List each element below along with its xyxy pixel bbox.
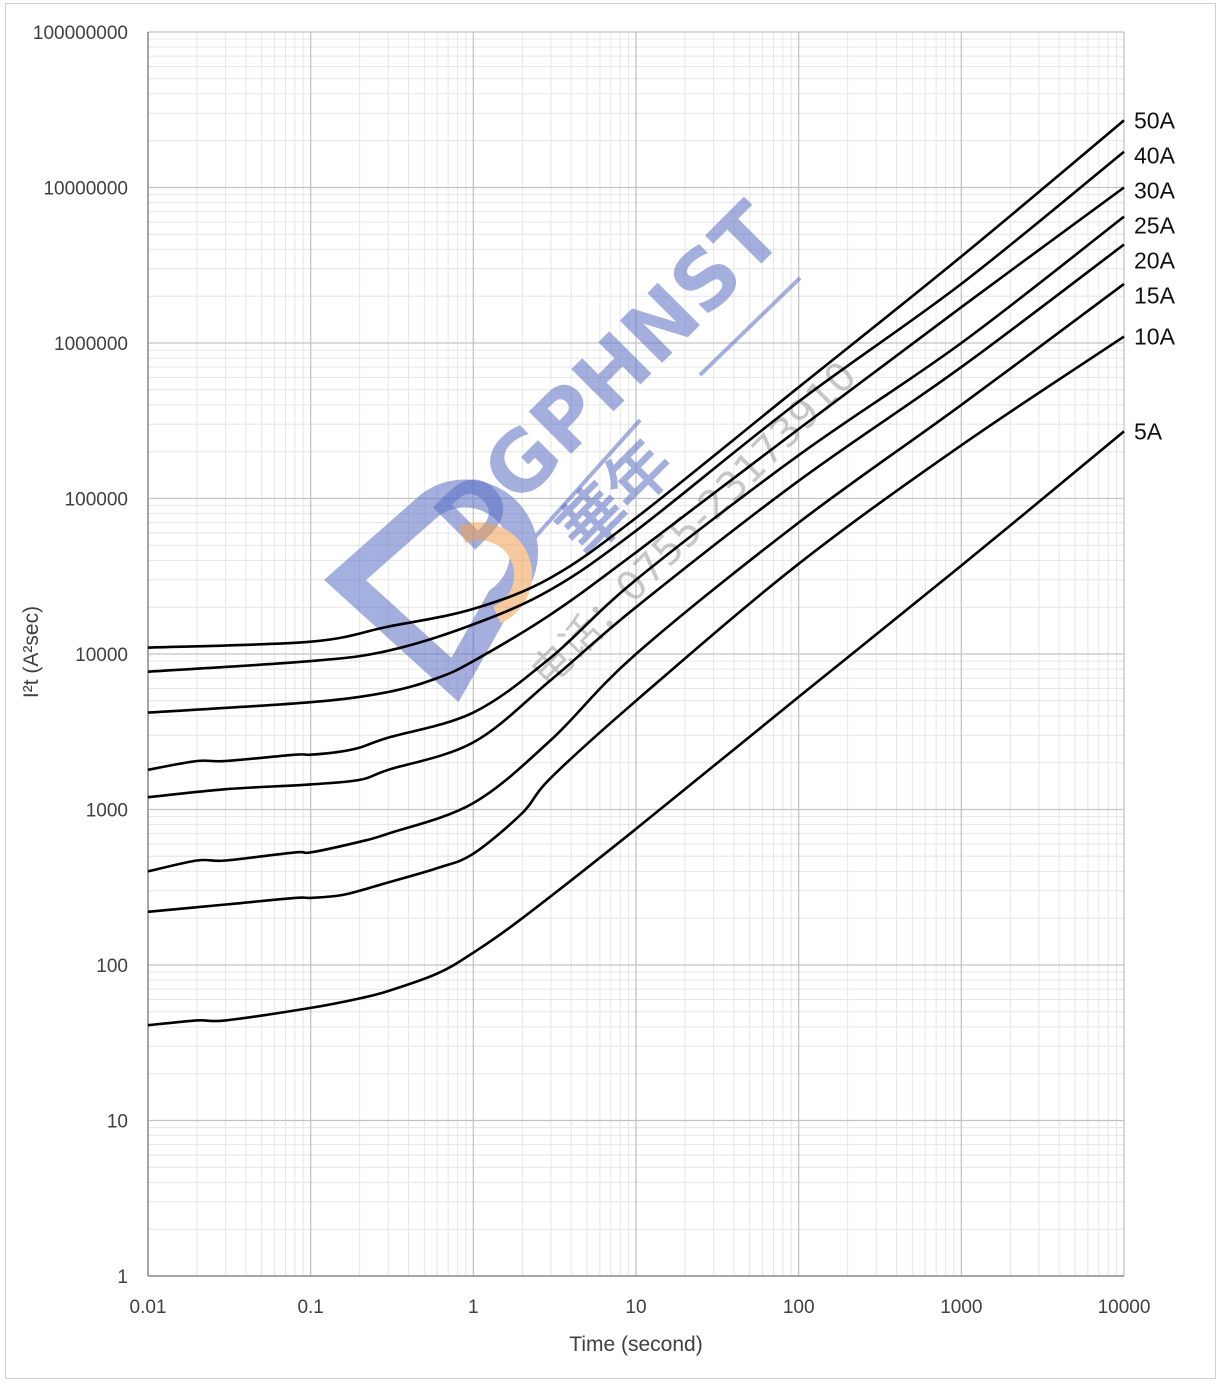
y-tick-label: 10000000 [43,179,128,200]
watermark-logo-icon [324,276,802,703]
series-label-40a: 40A [1134,142,1176,168]
x-tick-label: 1000 [940,1297,982,1318]
series-label-20a: 20A [1134,247,1176,273]
series-line-15a [147,282,1125,873]
y-tick-label: 100 [96,956,128,977]
series-label-25a: 25A [1134,212,1176,238]
y-tick-label: 1000 [86,801,128,822]
series-labels: 50A 40A 30A 25A 20A 15A 10A 5A [1134,107,1176,444]
y-tick-label: 10000 [75,645,128,666]
series-label-50a: 50A [1134,107,1176,133]
y-axis-title: I²t (A²sec) [20,606,43,698]
series-label-10a: 10A [1134,324,1176,350]
series-line-40a [147,150,1125,673]
axes [147,32,1124,1277]
series-lines [147,119,1125,1027]
y-tick-label: 1000000 [54,334,128,355]
series-line-25a [147,215,1125,772]
x-tick-label: 0.1 [297,1297,323,1318]
x-tick-label: 0.01 [130,1297,167,1318]
y-tick-label: 1 [117,1267,128,1288]
y-tick-label: 100000000 [33,23,128,44]
series-label-5a: 5A [1134,418,1163,444]
y-tick-label: 100000 [65,490,128,511]
series-line-20a [147,243,1125,799]
y-tick-label: 10 [107,1112,128,1133]
series-line-30a [147,186,1125,714]
tick-labels: 0.01 0.1 1 10 100 1000 10000 1 10 100 1000 10000 100… [33,23,1151,1318]
x-tick-label: 1 [468,1297,479,1318]
x-axis-title: Time (second) [569,1333,702,1356]
series-line-50a [147,119,1125,649]
series-label-30a: 30A [1134,177,1176,203]
x-tick-label: 10 [625,1297,646,1318]
series-label-15a: 15A [1134,282,1176,308]
x-tick-label: 10000 [1098,1297,1151,1318]
series-line-10a [147,335,1125,914]
series-line-5a [147,430,1125,1027]
x-tick-label: 100 [783,1297,815,1318]
